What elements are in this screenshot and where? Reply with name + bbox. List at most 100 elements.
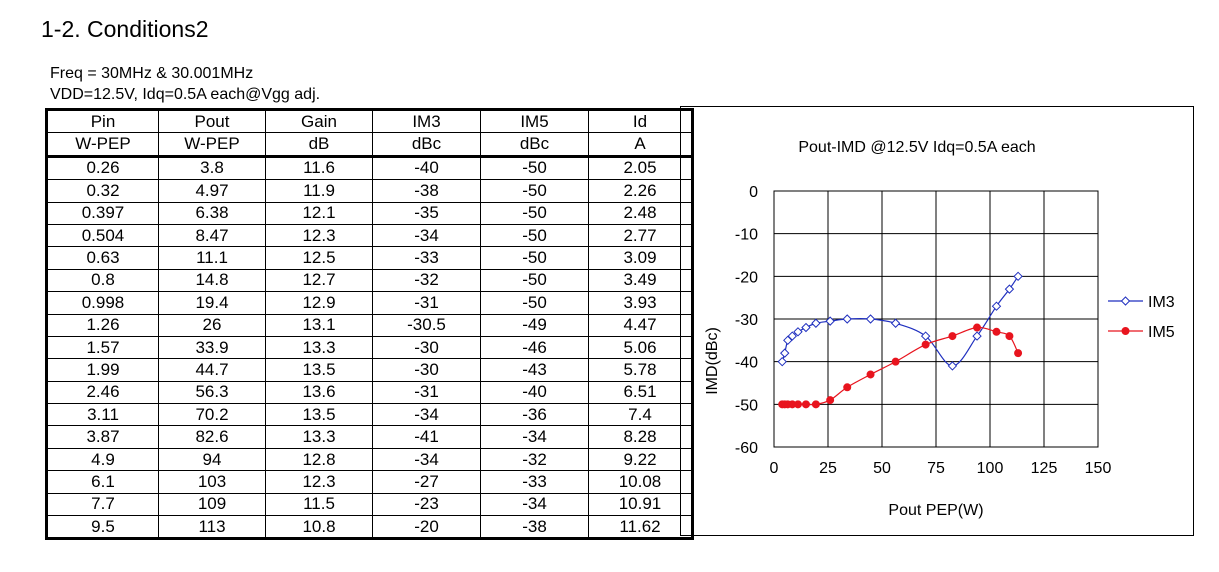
im3-data-point bbox=[1004, 284, 1015, 294]
table-cell: 3.49 bbox=[588, 268, 693, 293]
im3-data-point bbox=[842, 314, 852, 324]
im3-data-point bbox=[793, 327, 803, 337]
table-cell: 44.7 bbox=[158, 358, 266, 382]
table-cell: -32 bbox=[372, 268, 481, 293]
table-cell: 10.8 bbox=[265, 515, 373, 540]
y-axis-label: IMD(dBc) bbox=[704, 327, 721, 395]
table-cell: -38 bbox=[480, 515, 589, 540]
y-tick-label: -10 bbox=[735, 227, 758, 244]
table-cell: -50 bbox=[480, 179, 589, 203]
im5-data-point bbox=[948, 332, 957, 341]
table-cell: 4.97 bbox=[158, 179, 266, 203]
table-cell: 26 bbox=[158, 313, 266, 337]
table-cell: Id bbox=[588, 108, 693, 134]
y-tick-label: -60 bbox=[735, 440, 758, 457]
table-cell: -20 bbox=[372, 515, 481, 540]
im5-data-point bbox=[811, 400, 820, 409]
table-cell: Pin bbox=[46, 108, 159, 134]
table-cell: 3.09 bbox=[588, 246, 693, 270]
table-cell: -27 bbox=[372, 470, 481, 494]
table-cell: 5.78 bbox=[588, 358, 693, 382]
im5-series-line bbox=[782, 326, 1019, 406]
table-cell: -50 bbox=[480, 201, 589, 225]
table-row: 0.32 4.97 11.9 -38 -50 2.26 bbox=[46, 179, 693, 203]
im5-data-point bbox=[866, 370, 875, 379]
im3-data-point bbox=[991, 301, 1002, 311]
table-cell: -50 bbox=[480, 223, 589, 248]
y-tick-label: -50 bbox=[735, 397, 758, 414]
table-cell: 12.5 bbox=[265, 246, 373, 270]
table-cell: -41 bbox=[372, 425, 481, 449]
table-cell: -36 bbox=[480, 403, 589, 427]
table-cell: 3.93 bbox=[588, 291, 693, 315]
table-cell: -32 bbox=[480, 447, 589, 472]
table-cell: Pout bbox=[158, 108, 266, 134]
table-cell: 10.08 bbox=[588, 470, 693, 494]
table-row: 3.11 70.2 13.5 -34 -36 7.4 bbox=[46, 403, 693, 427]
table-cell: 11.5 bbox=[265, 492, 373, 517]
table-cell: -34 bbox=[372, 223, 481, 248]
table-cell: -33 bbox=[372, 246, 481, 270]
table-cell: -43 bbox=[480, 358, 589, 382]
table-cell: 56.3 bbox=[158, 380, 266, 405]
im5-data-point bbox=[891, 357, 900, 366]
table-row: 0.63 11.1 12.5 -33 -50 3.09 bbox=[46, 246, 693, 270]
table-cell: 19.4 bbox=[158, 291, 266, 315]
x-tick-label: 75 bbox=[927, 460, 945, 477]
table-cell: 113 bbox=[158, 515, 266, 540]
table-cell: -38 bbox=[372, 179, 481, 203]
table-row: 4.9 94 12.8 -34 -32 9.22 bbox=[46, 447, 693, 472]
table-cell: -30 bbox=[372, 335, 481, 360]
table-cell: -40 bbox=[372, 155, 481, 181]
table-cell: 1.26 bbox=[46, 313, 159, 337]
im3-data-point bbox=[777, 356, 787, 367]
table-cell: 10.91 bbox=[588, 492, 693, 517]
im3-data-point bbox=[947, 361, 958, 371]
table-cell: -23 bbox=[372, 492, 481, 517]
x-tick-label: 25 bbox=[819, 460, 837, 477]
section-title: 1-2. Conditions2 bbox=[41, 16, 209, 42]
chart-panel: Pout-IMD @12.5V Idq=0.5A each Pout PEP(W… bbox=[680, 106, 1194, 536]
table-cell: 9.22 bbox=[588, 447, 693, 472]
table-cell: 13.3 bbox=[265, 425, 373, 449]
im3-data-point bbox=[783, 335, 793, 346]
im3-data-point bbox=[811, 318, 821, 328]
table-cell: 12.3 bbox=[265, 470, 373, 494]
im5-data-point bbox=[826, 396, 835, 405]
table-cell: -34 bbox=[372, 403, 481, 427]
im5-data-point bbox=[1014, 349, 1023, 358]
table-cell: -50 bbox=[480, 246, 589, 270]
table-cell: -50 bbox=[480, 291, 589, 315]
table-cell: dBc bbox=[372, 132, 481, 158]
x-tick-label: 100 bbox=[977, 460, 1004, 477]
table-cell: 12.3 bbox=[265, 223, 373, 248]
table-cell: 5.06 bbox=[588, 335, 693, 360]
table-row: 7.7 109 11.5 -23 -34 10.91 bbox=[46, 492, 693, 517]
table-cell: 13.5 bbox=[265, 358, 373, 382]
table-cell: 6.51 bbox=[588, 380, 693, 405]
table-cell: 70.2 bbox=[158, 403, 266, 427]
table-cell: 0.63 bbox=[46, 246, 159, 270]
im3-data-point bbox=[972, 331, 982, 341]
table-cell: 82.6 bbox=[158, 425, 266, 449]
im3-data-point bbox=[1013, 271, 1023, 282]
im5-data-point bbox=[801, 400, 810, 409]
table-cell: 94 bbox=[158, 447, 266, 472]
table-cell: 11.1 bbox=[158, 246, 266, 270]
table-cell: 13.3 bbox=[265, 335, 373, 360]
table-cell: -34 bbox=[372, 447, 481, 472]
table-cell: -30.5 bbox=[372, 313, 481, 337]
table-cell: -30 bbox=[372, 358, 481, 382]
table-cell: 33.9 bbox=[158, 335, 266, 360]
table-cell: 6.1 bbox=[46, 470, 159, 494]
table-cell: 1.57 bbox=[46, 335, 159, 360]
y-tick-label: -30 bbox=[735, 312, 758, 329]
im5-legend-label: IM5 bbox=[1148, 324, 1175, 341]
table-cell: 12.7 bbox=[265, 268, 373, 293]
x-tick-label: 150 bbox=[1085, 460, 1112, 477]
table-cell: -40 bbox=[480, 380, 589, 405]
y-tick-label: -40 bbox=[735, 355, 758, 372]
table-cell: 12.9 bbox=[265, 291, 373, 315]
table-cell: 8.47 bbox=[158, 223, 266, 248]
table-cell: 9.5 bbox=[46, 515, 159, 540]
